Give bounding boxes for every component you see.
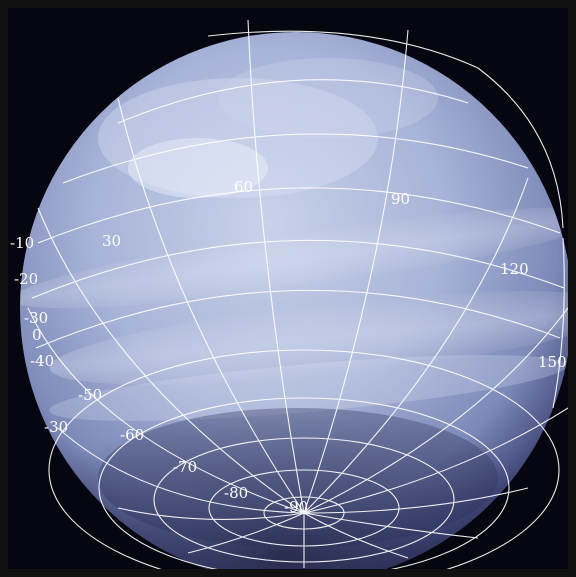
space-background: 60 90 30 120 150 -10 -20 -30 0 -40 -50 -… — [8, 8, 568, 569]
label-lon-60: 60 — [234, 178, 253, 196]
coordinate-grid — [27, 19, 568, 569]
label-lat-m50: -50 — [78, 386, 102, 404]
planet-view: 60 90 30 120 150 -10 -20 -30 0 -40 -50 -… — [10, 19, 568, 569]
label-lon-m30b: -30 — [24, 309, 48, 327]
label-lon-m10: -10 — [10, 234, 34, 252]
label-lat-m70: -70 — [173, 458, 197, 476]
label-lat-m40: -40 — [30, 352, 54, 370]
grid-labels: 60 90 30 120 150 -10 -20 -30 0 -40 -50 -… — [10, 178, 567, 516]
label-lon-30: 30 — [102, 232, 121, 250]
label-lon-m20: -20 — [14, 270, 38, 288]
label-lon-m30: -30 — [44, 418, 68, 436]
label-lat-m90: -90 — [284, 498, 308, 516]
label-lat-m60: -60 — [120, 426, 144, 444]
label-lat-m80: -80 — [224, 484, 248, 502]
label-lon-0: 0 — [32, 326, 42, 344]
label-lon-150: 150 — [538, 353, 567, 371]
label-lon-120: 120 — [500, 260, 529, 278]
label-lon-90: 90 — [391, 190, 410, 208]
